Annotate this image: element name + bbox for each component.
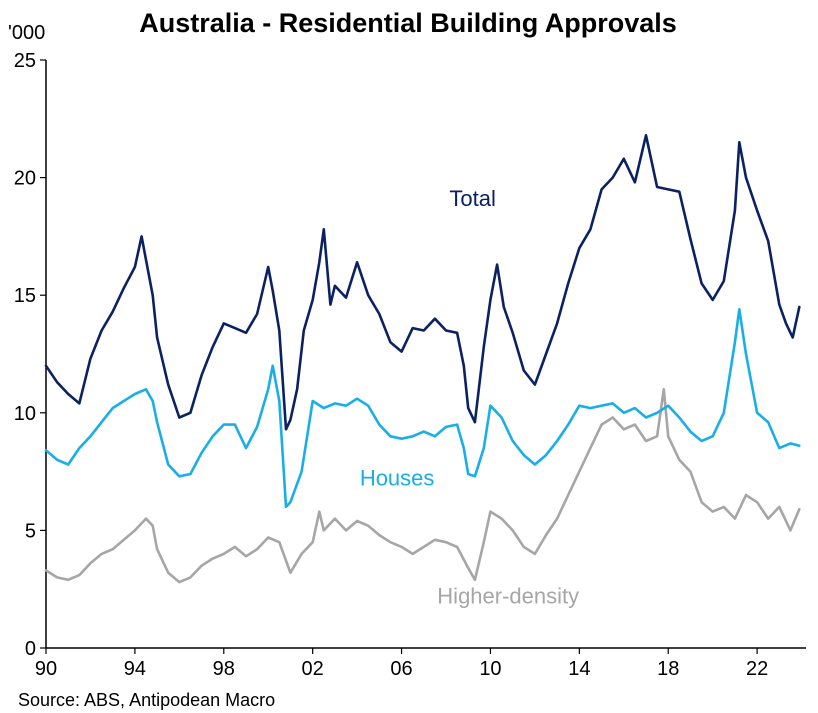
series-line-higher-density (44, 387, 801, 584)
x-tick-label: 22 (746, 658, 768, 680)
series-label-total: Total (449, 186, 495, 211)
y-tick-label: 0 (25, 638, 36, 660)
series-labels: Total Houses Higher-density (360, 186, 579, 608)
source-note: Source: ABS, Antipodean Macro (18, 690, 275, 710)
x-tick-label: 02 (302, 658, 324, 680)
y-tick-label: 15 (14, 285, 36, 307)
y-tick-label: 10 (14, 403, 36, 425)
x-tick-label: 18 (657, 658, 679, 680)
y-axis-unit-label: '000 (8, 22, 45, 44)
plot-area: 0 5 10 15 20 25 90 94 98 02 06 10 14 18 22 Total House… (14, 50, 806, 680)
x-tick-label: 06 (390, 658, 412, 680)
y-axis-ticks: 0 5 10 15 20 25 (14, 50, 46, 660)
y-tick-label: 20 (14, 168, 36, 190)
series-lines (44, 134, 801, 584)
x-tick-label: 94 (124, 658, 146, 680)
y-tick-label: 25 (14, 50, 36, 72)
series-line-total (44, 134, 801, 431)
x-tick-label: 14 (568, 658, 590, 680)
chart-title: Australia - Residential Building Approva… (139, 8, 677, 38)
x-tick-label: 98 (213, 658, 235, 680)
x-tick-label: 90 (35, 658, 57, 680)
y-tick-label: 5 (25, 520, 36, 542)
x-axis-ticks: 90 94 98 02 06 10 14 18 22 (35, 648, 768, 680)
series-line-houses (44, 307, 801, 509)
series-label-higher-density: Higher-density (437, 583, 579, 608)
series-label-houses: Houses (360, 466, 435, 491)
x-tick-label: 10 (479, 658, 501, 680)
